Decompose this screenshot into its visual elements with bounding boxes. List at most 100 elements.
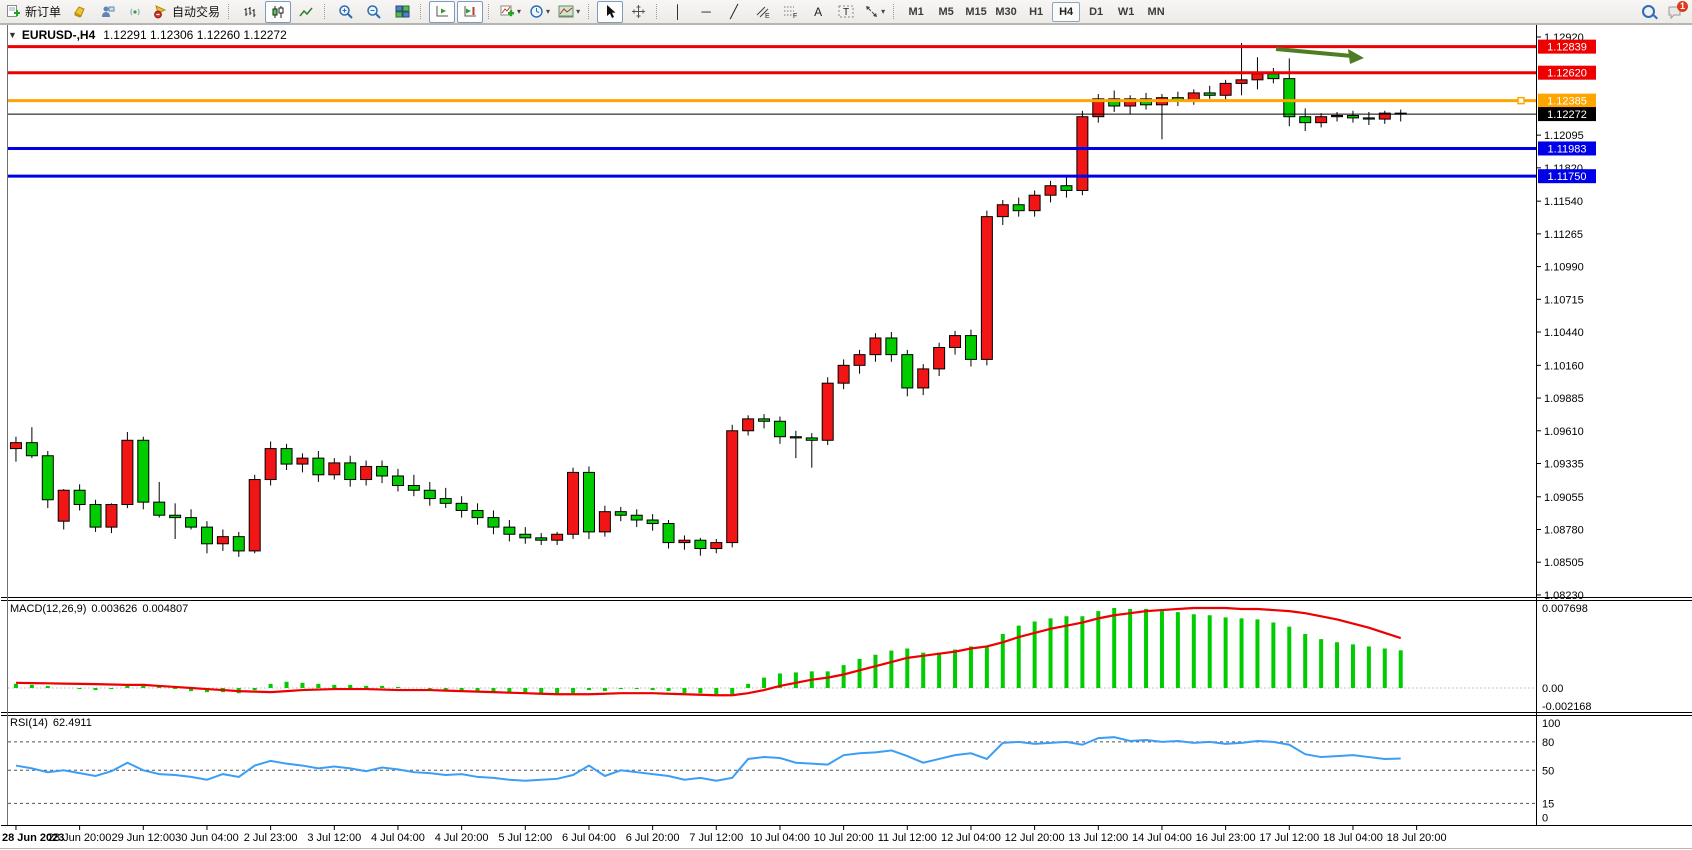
svg-text:1.08230: 1.08230 [1544,590,1584,602]
fibonacci-button[interactable]: F [777,1,803,23]
metaeditor-button[interactable] [66,1,92,23]
trendline-button[interactable]: ╱ [721,1,747,23]
timeframe-h1-button[interactable]: H1 [1029,5,1044,18]
timeframe-m5-button[interactable]: M5 [938,5,954,18]
search-button[interactable] [1635,1,1661,23]
horizontal-line-icon: ─ [701,4,711,19]
svg-text:1.10440: 1.10440 [1544,327,1584,339]
svg-text:1.08505: 1.08505 [1544,557,1584,569]
virtual-hosting-button[interactable] [94,1,120,23]
svg-text:28 Jun 20:00: 28 Jun 20:00 [48,832,112,844]
timeframe-m30-button[interactable]: M30 [995,5,1017,18]
timeframe-h4-button[interactable]: H4 [1052,1,1081,22]
auto-trading-button[interactable]: 自动交易 [150,1,223,23]
equidistant-channel-button[interactable]: E [749,1,775,23]
candle-body [837,364,850,384]
zoom-in-icon [338,4,354,20]
timeframe-m15-button[interactable]: M15 [965,5,987,18]
candle-body [1028,194,1041,212]
candle-body [407,484,420,491]
timeframe-w1-button[interactable]: W1 [1117,5,1135,18]
svg-text:4 Jul 04:00: 4 Jul 04:00 [371,832,425,844]
indicators-button[interactable]: ▾ [497,1,524,23]
notification-badge: 1 [1676,0,1688,12]
timeframe-d1-button[interactable]: D1 [1089,5,1104,18]
macd-scale[interactable]: 0.007698 0.00 -0.002168 [1542,603,1592,713]
candle-body [614,511,627,516]
timeframe-m1-button[interactable]: M1 [908,5,924,18]
svg-text:11 Jul 12:00: 11 Jul 12:00 [878,832,937,844]
candle-body [455,502,468,511]
candle-body [312,457,325,476]
rsi-name: RSI(14) [10,717,48,729]
vertical-line-button[interactable]: │ [665,1,691,23]
line-chart-button[interactable] [293,1,319,23]
toolbar-grip [420,4,424,19]
svg-text:0: 0 [1542,813,1548,825]
toolbar-grip [324,4,328,19]
chart-canvas[interactable]: 1.129201.120951.118201.115401.112651.109… [0,24,1692,850]
vertical-line-icon: │ [674,4,683,19]
ohlc-values: 1.12291 1.12306 1.12260 1.12272 [103,28,287,42]
svg-text:5 Jul 12:00: 5 Jul 12:00 [498,832,552,844]
toolbar-grip [488,4,492,19]
candle-body [582,471,595,533]
signals-button[interactable] [122,1,148,23]
svg-text:15: 15 [1542,798,1554,810]
candle-body [758,418,771,422]
svg-text:E: E [765,13,770,19]
candle-body [503,526,516,535]
svg-text:1.11983: 1.11983 [1548,143,1587,155]
svg-text:1.12620: 1.12620 [1547,68,1587,80]
timeframe-mn-button[interactable]: MN [1147,5,1165,18]
line-handle[interactable] [1517,96,1525,105]
clock-icon [529,4,544,19]
tile-windows-button[interactable] [389,1,415,23]
svg-text:6 Jul 20:00: 6 Jul 20:00 [626,832,680,844]
current-price: 1.12272 [8,107,1596,122]
candle-body [1362,117,1375,120]
equidistant-channel-icon: E [755,4,770,19]
periods-button[interactable]: ▾ [526,1,553,23]
chart-window[interactable]: 1.12920 1.12095 1.11820 1.11540 1.11265 1.109… [0,24,1692,850]
toolbar-grip [228,4,232,19]
candle-body [248,479,261,552]
new-order-button[interactable]: 新订单 [3,1,64,23]
candle-body [917,368,930,389]
horizontal-lines[interactable]: 1.12839 1.12620 1.12385 1.11983 1.11750 [8,39,1596,184]
horizontal-line-button[interactable]: ─ [693,1,719,23]
symbol-period-label: EURUSD-,H4 [21,28,96,42]
svg-text:1.09335: 1.09335 [1544,458,1584,470]
crosshair-button[interactable] [625,1,651,23]
candlestick-chart-button[interactable] [265,0,292,23]
arrow-annotation[interactable] [1275,47,1364,64]
zoom-out-button[interactable] [361,1,387,23]
candle-body [1331,115,1344,118]
candle-body [869,337,882,356]
svg-text:14 Jul 04:00: 14 Jul 04:00 [1132,832,1192,844]
candle-body [646,519,659,525]
auto-scroll-button[interactable] [429,0,456,23]
text-label-button[interactable]: T [833,1,859,23]
svg-text:18 Jul 20:00: 18 Jul 20:00 [1387,832,1447,844]
cursor-group [596,0,652,24]
collapse-arrow-icon[interactable]: ▼ [8,30,17,40]
cursor-button[interactable] [597,0,624,23]
candle-body [662,523,675,544]
candle-body [1219,82,1232,96]
candle-body [1076,116,1089,191]
svg-text:1.11540: 1.11540 [1544,196,1583,208]
text-button[interactable]: A [805,1,831,23]
candle-body [1108,98,1121,107]
svg-text:50: 50 [1542,765,1554,777]
chart-shift-button[interactable] [457,0,484,23]
notifications-button[interactable]: 1 [1663,0,1689,23]
zoom-in-button[interactable] [333,1,359,23]
arrows-button[interactable]: ▾ [861,1,888,23]
candlestick-chart-icon [271,5,285,19]
bar-chart-button[interactable] [237,1,263,23]
right-group: 1 [1634,0,1690,24]
templates-button[interactable]: ▾ [555,1,583,23]
rsi-scale[interactable]: 100 80 50 15 0 [8,687,1560,825]
